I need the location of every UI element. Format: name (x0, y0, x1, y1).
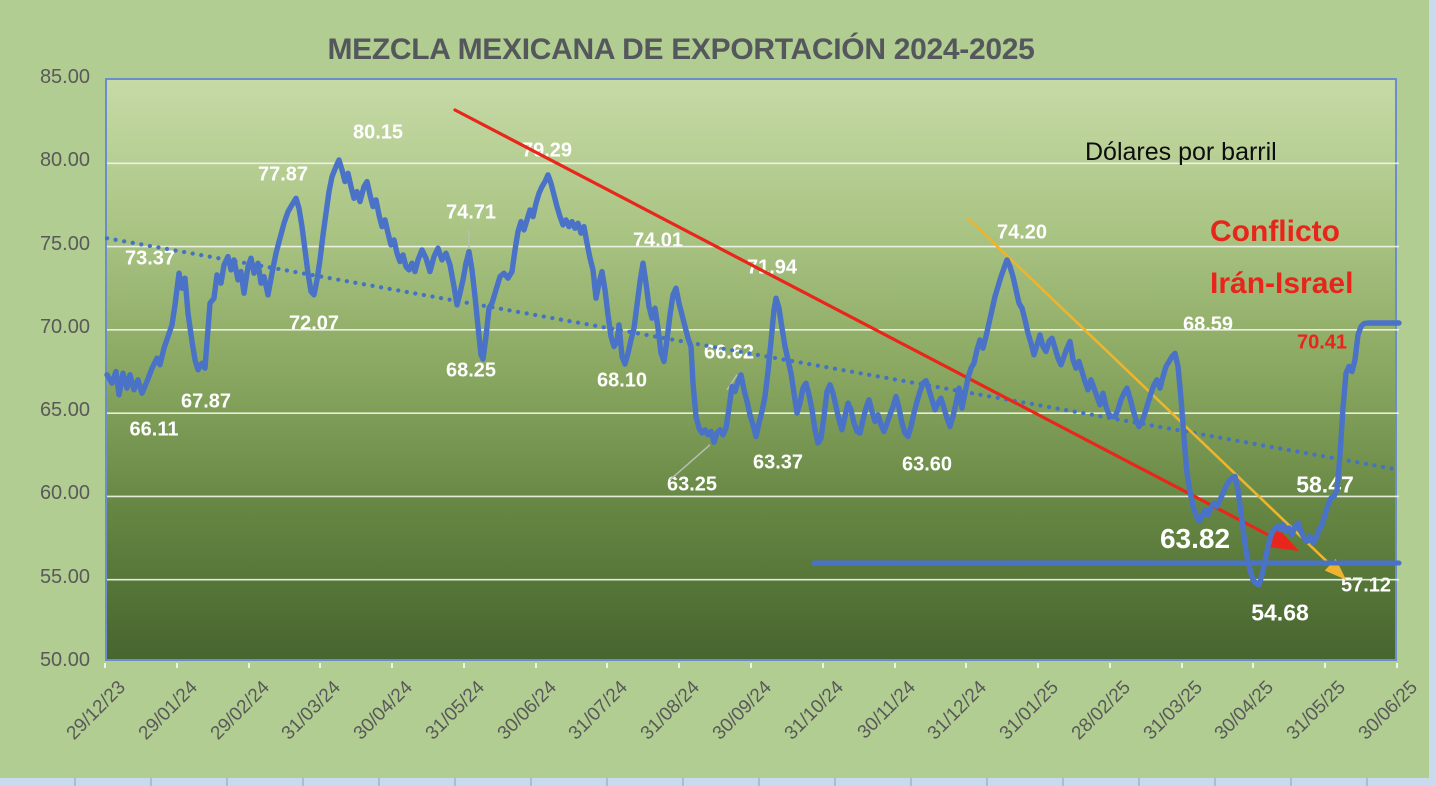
chart-title: MEZCLA MEXICANA DE EXPORTACIÓN 2024-2025 (327, 33, 1035, 66)
point-label-66-11: 66.11 (129, 418, 179, 441)
y-axis-label-75.00: 75.00 (39, 232, 90, 255)
leader-line (726, 374, 738, 391)
point-label-63-82: 63.82 (1159, 523, 1231, 554)
units-annotation: Dólares por barril (1085, 138, 1277, 166)
x-axis-tickmark (247, 663, 250, 668)
conflict-annotation-line1: Conflicto (1210, 215, 1340, 248)
point-label-74-20: 74.20 (996, 221, 1048, 244)
point-label-63-60: 63.60 (901, 453, 953, 476)
x-axis-tickmark (462, 663, 465, 668)
x-axis-tickmark (821, 663, 824, 668)
spreadsheet-edge-bottom (0, 778, 1436, 786)
point-label-68-25: 68.25 (445, 359, 497, 382)
point-label-73-37: 73.37 (124, 247, 176, 270)
point-label-54-68: 54.68 (1251, 599, 1309, 626)
point-label-66-62: 66.62 (703, 341, 755, 364)
point-label-70-41: 70.41 (1296, 331, 1348, 354)
point-label-58-47: 58.47 (1296, 471, 1354, 498)
x-axis-tickmark (1037, 663, 1040, 668)
x-axis-tickmark (1252, 663, 1255, 668)
x-axis-tickmark (606, 663, 609, 668)
y-axis-label-60.00: 60.00 (39, 482, 90, 505)
x-axis-tickmark (750, 663, 752, 668)
y-axis-label-65.00: 65.00 (39, 399, 90, 422)
y-axis-label-85.00: 85.00 (39, 66, 90, 88)
point-label-77-87: 77.87 (257, 163, 309, 186)
conflict-annotation: Conflicto Irán-Israel (1210, 206, 1353, 310)
point-label-57-12: 57.12 (1340, 574, 1392, 597)
x-axis-tickmark (175, 663, 178, 668)
x-axis-tickmark (534, 663, 537, 668)
x-axis-tickmark (965, 663, 968, 668)
price-line (104, 157, 1402, 588)
spreadsheet-edge-right (1429, 0, 1436, 786)
x-axis-tickmark (893, 663, 896, 668)
y-axis-label-80.00: 80.00 (39, 149, 90, 172)
point-label-63-37: 63.37 (752, 451, 804, 474)
trendline-red-arrowhead (1267, 527, 1299, 551)
point-label-67-87: 67.87 (180, 390, 232, 413)
x-axis-tickmark (104, 663, 106, 668)
x-axis-tickmark (1324, 663, 1327, 668)
point-label-71-94: 71.94 (746, 256, 798, 279)
y-axis-label-55.00: 55.00 (39, 565, 90, 588)
point-label-74-01: 74.01 (632, 229, 684, 252)
point-label-68-10: 68.10 (596, 369, 648, 392)
point-label-79-29: 79.29 (521, 139, 573, 162)
y-axis-label-50.00: 50.00 (39, 649, 90, 671)
point-label-80-15: 80.15 (352, 121, 404, 144)
conflict-annotation-line2: Irán-Israel (1210, 267, 1354, 300)
x-axis-tickmark (1108, 663, 1111, 668)
point-label-74-71: 74.71 (445, 201, 497, 224)
x-axis-tickmark (391, 663, 394, 668)
x-axis-tickmark (1180, 663, 1183, 668)
trendline-red (453, 108, 1289, 547)
point-label-72-07: 72.07 (288, 312, 340, 335)
point-label-63-25: 63.25 (666, 473, 718, 496)
x-axis-tickmark (319, 663, 322, 668)
x-axis-tickmark (1396, 663, 1398, 668)
x-axis-tickmark (678, 663, 681, 668)
point-label-68-59: 68.59 (1182, 313, 1234, 336)
y-axis-label-70.00: 70.00 (39, 315, 90, 338)
